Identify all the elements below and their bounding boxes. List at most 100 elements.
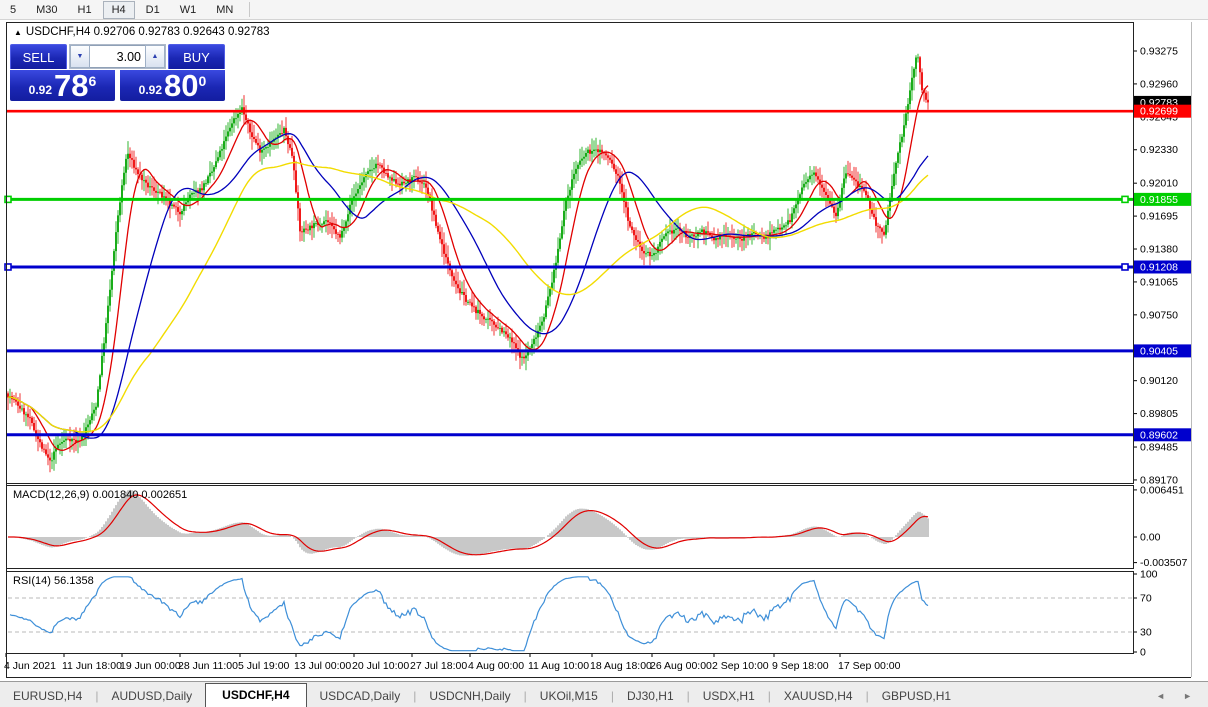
timeframe-button-H1[interactable]: H1 <box>77 3 92 16</box>
time-label: 28 Jun 11:00 <box>178 660 238 672</box>
price-tick-label: 0.89805 <box>1140 408 1178 420</box>
price-tick-label: 0.92330 <box>1140 144 1178 156</box>
tab-scroll-right-icon[interactable]: ► <box>1183 691 1192 701</box>
time-label: 5 Jul 19:00 <box>238 660 290 672</box>
price-tick-label: 0.91380 <box>1140 244 1178 256</box>
tab-separator: | <box>95 689 99 703</box>
timeframe-button-5[interactable]: 5 <box>10 3 17 16</box>
level-price-box <box>1134 104 1192 118</box>
moving-average-3 <box>7 161 929 433</box>
horizontal-levels <box>4 109 1133 437</box>
sell-price-big: 78 <box>54 68 89 103</box>
price-tick-label: 0.92960 <box>1140 78 1178 90</box>
time-label: 4 Jun 2021 <box>4 660 56 672</box>
level-price-box <box>1134 260 1192 274</box>
level-price-text: 0.89602 <box>1140 429 1178 441</box>
time-label: 19 Jun 00:00 <box>120 660 181 672</box>
chart-title-text: USDCHF,H4 0.92706 0.92783 0.92643 0.9278… <box>25 26 270 38</box>
time-label: 2 Sep 10:00 <box>712 660 769 672</box>
tab-DJ30-H1[interactable]: DJ30,H1 <box>626 689 674 703</box>
rsi-line <box>9 576 929 652</box>
time-label: 9 Sep 18:00 <box>772 660 829 672</box>
level-price-text: 0.90405 <box>1140 345 1178 357</box>
buy-price-sup: 0 <box>198 73 207 89</box>
one-click-trade-panel: SELL ▼ 3.00 ▲ BUY 0.92 78 6 0.92 80 0 <box>10 44 225 101</box>
tab-AUDUSD-Daily[interactable]: AUDUSD,Daily <box>111 689 193 703</box>
level-price-text: 0.92699 <box>1140 106 1178 118</box>
timeframe-button-MN[interactable]: MN <box>216 3 234 16</box>
time-label: 11 Aug 10:00 <box>528 660 589 672</box>
level-price-box <box>1134 428 1192 442</box>
level-price-text: 0.91855 <box>1140 194 1178 206</box>
tab-separator: | <box>523 689 527 703</box>
line-handle[interactable] <box>4 195 12 204</box>
level-price-box <box>1134 192 1192 206</box>
volume-decrease-icon[interactable]: ▼ <box>70 45 90 68</box>
rsi-axis-label: 100 <box>1140 569 1158 581</box>
level-price-box <box>1134 344 1192 358</box>
tab-scroll-nav: ◄ ► <box>1156 691 1208 707</box>
tab-scroll-left-icon[interactable]: ◄ <box>1156 691 1166 701</box>
price-tick-label: 0.89170 <box>1140 474 1178 486</box>
tab-UKOil-M15[interactable]: UKOil,M15 <box>539 689 598 703</box>
price-tick-label: 0.91695 <box>1140 211 1178 223</box>
down-candle-wicks <box>7 56 929 473</box>
sell-button[interactable]: SELL <box>10 44 67 69</box>
timeframe-button-W1[interactable]: W1 <box>179 3 197 16</box>
up-candle-wicks <box>9 53 919 471</box>
toolbar-separator <box>249 2 251 17</box>
volume-increase-icon[interactable]: ▲ <box>145 45 165 68</box>
sell-price-display[interactable]: 0.92 78 6 <box>10 70 115 101</box>
tab-XAUUSD-H4[interactable]: XAUUSD,H4 <box>783 689 853 703</box>
candlestick-series <box>7 53 929 473</box>
tab-USDCNH-Daily[interactable]: USDCNH,Daily <box>429 689 511 703</box>
down-candle-bodies <box>7 57 929 461</box>
timeframe-button-H4[interactable]: H4 <box>102 0 135 19</box>
line-handle[interactable] <box>4 263 12 271</box>
rsi-axis-label: 0 <box>1140 647 1146 659</box>
macd-axis-label: -0.003507 <box>1140 557 1187 569</box>
time-label: 26 Aug 00:00 <box>650 660 712 672</box>
tab-separator: | <box>865 689 869 703</box>
line-handle[interactable] <box>1121 195 1129 204</box>
tab-separator: | <box>767 689 771 703</box>
time-label: 13 Jul 00:00 <box>294 660 351 672</box>
tab-GBPUSD-H1[interactable]: GBPUSD,H1 <box>881 689 952 703</box>
volume-control: ▼ 3.00 ▲ <box>69 44 166 69</box>
collapse-arrow-icon[interactable]: ▲ <box>14 28 22 37</box>
tab-USDCAD-Daily[interactable]: USDCAD,Daily <box>319 689 401 703</box>
chart-title: ▲ USDCHF,H4 0.92706 0.92783 0.92643 0.927… <box>14 26 270 38</box>
volume-input[interactable]: 3.00 <box>90 45 145 68</box>
rsi-label: RSI(14) 56.1358 <box>13 575 94 587</box>
rsi-axis-label: 30 <box>1140 627 1152 639</box>
timeframe-toolbar: 5 M30 H1 H4 D1 W1 MN <box>0 0 1208 20</box>
tab-separator: | <box>686 689 690 703</box>
price-tick-label: 0.90750 <box>1140 309 1178 321</box>
macd-axis-label: 0.00 <box>1140 532 1161 544</box>
macd-label: MACD(12,26,9) 0.001840 0.002651 <box>13 489 188 501</box>
tab-EURUSD-H4[interactable]: EURUSD,H4 <box>13 689 83 703</box>
buy-button[interactable]: BUY <box>168 44 225 69</box>
rsi-panel-border <box>6 571 1134 654</box>
price-tick-label: 0.89485 <box>1140 442 1178 454</box>
moving-average-2 <box>7 133 929 439</box>
buy-price-big: 80 <box>164 68 199 103</box>
timeframe-button-D1[interactable]: D1 <box>145 3 160 16</box>
tab-USDX-H1[interactable]: USDX,H1 <box>702 689 755 703</box>
line-handle[interactable] <box>1121 263 1129 271</box>
sell-price-prefix: 0.92 <box>28 83 53 97</box>
level-price-text: 0.91208 <box>1140 261 1178 273</box>
timeframe-button-M30[interactable]: M30 <box>36 3 58 16</box>
up-candle-bodies <box>9 57 919 462</box>
tab-USDCHF-H4[interactable]: USDCHF,H4 <box>205 683 307 707</box>
buy-price-display[interactable]: 0.92 80 0 <box>120 70 225 101</box>
tab-separator: | <box>610 689 614 703</box>
price-tick-label: 0.93275 <box>1140 46 1178 58</box>
price-tick-label: 0.91065 <box>1140 276 1178 288</box>
price-tick-label: 0.92010 <box>1140 178 1178 190</box>
chart-tab-bar: EURUSD,H4 | AUDUSD,Daily USDCHF,H4 USDCAD,Da… <box>0 681 1208 707</box>
moving-average-1 <box>7 85 929 451</box>
sell-price-sup: 6 <box>88 73 97 89</box>
